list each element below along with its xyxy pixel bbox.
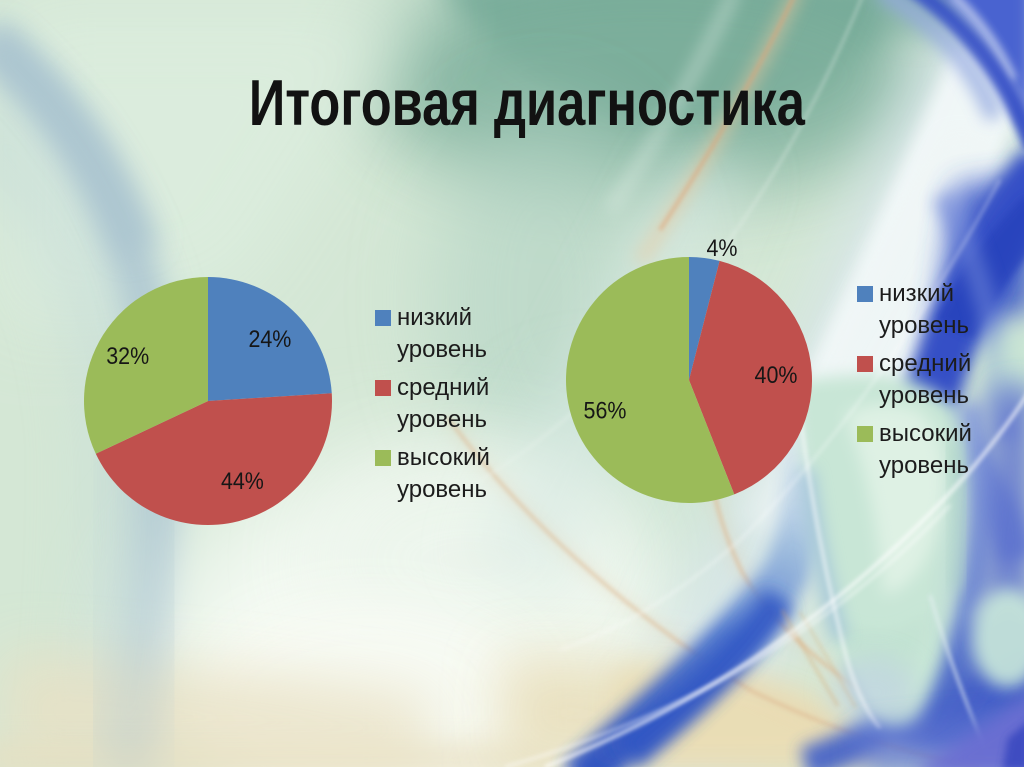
svg-text:32%: 32%: [106, 342, 149, 369]
svg-text:4%: 4%: [707, 234, 738, 261]
svg-text:24%: 24%: [248, 325, 291, 352]
svg-text:44%: 44%: [221, 467, 264, 494]
svg-text:56%: 56%: [584, 396, 627, 423]
svg-text:40%: 40%: [755, 361, 798, 388]
